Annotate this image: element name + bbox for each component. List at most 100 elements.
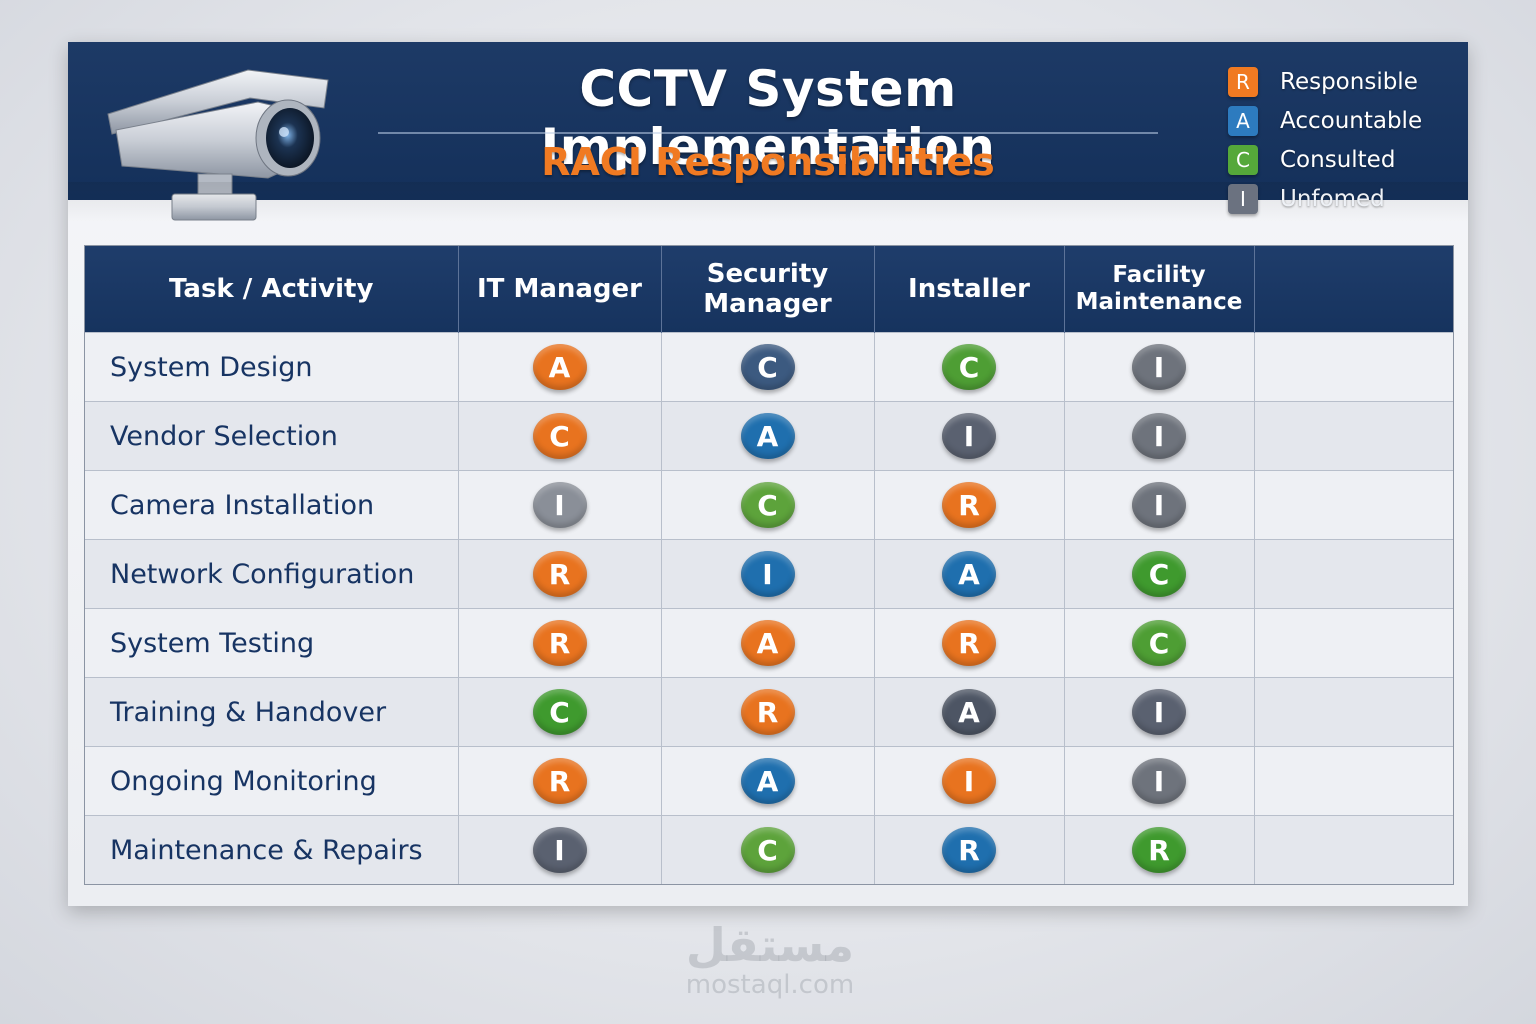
raci-badge: I bbox=[942, 413, 996, 460]
raci-badge: C bbox=[740, 344, 795, 390]
legend-item-informed: I Unfomed bbox=[1228, 179, 1458, 218]
table-row: Ongoing Monitoring R A I I bbox=[85, 746, 1453, 816]
raci-table-body: System Design A C C I Vendor Selection C A I I Cam… bbox=[85, 331, 1453, 884]
column-header-task: Task / Activity bbox=[85, 246, 459, 333]
raci-cell: C bbox=[1064, 539, 1255, 609]
raci-cell: R bbox=[874, 608, 1065, 678]
raci-badge: A bbox=[942, 551, 996, 598]
raci-cell: I bbox=[1064, 331, 1255, 402]
legend-label: Responsible bbox=[1280, 68, 1418, 95]
legend-chip: C bbox=[1228, 144, 1258, 175]
raci-badge: C bbox=[740, 482, 795, 529]
watermark-arabic: مستقل bbox=[685, 918, 855, 972]
raci-cell: R bbox=[874, 470, 1065, 540]
raci-cell bbox=[1254, 815, 1453, 884]
raci-cell: C bbox=[874, 331, 1065, 402]
raci-cell: C bbox=[661, 470, 875, 540]
raci-cell: C bbox=[661, 815, 875, 884]
title-divider bbox=[378, 132, 1158, 134]
column-header-empty bbox=[1254, 246, 1453, 333]
table-row: Vendor Selection C A I I bbox=[85, 401, 1453, 471]
raci-badge: R bbox=[532, 758, 587, 805]
raci-cell: C bbox=[661, 331, 875, 402]
raci-badge: R bbox=[942, 620, 996, 667]
raci-badge: A bbox=[740, 413, 795, 460]
raci-badge: R bbox=[532, 551, 587, 598]
table-row: Training & Handover C R A I bbox=[85, 677, 1453, 747]
raci-cell: C bbox=[1064, 608, 1255, 678]
raci-badge: A bbox=[740, 620, 795, 667]
raci-badge: C bbox=[532, 413, 587, 460]
column-header-it-manager: IT Manager bbox=[458, 246, 662, 333]
raci-table-container: Task / Activity IT Manager Security Mana… bbox=[84, 245, 1454, 885]
cctv-camera-icon bbox=[107, 69, 329, 221]
legend-chip: I bbox=[1228, 183, 1258, 214]
legend-item-accountable: A Accountable bbox=[1228, 101, 1458, 140]
table-row: Network Configuration R I A C bbox=[85, 539, 1453, 609]
task-cell: Ongoing Monitoring bbox=[85, 746, 459, 816]
raci-badge: A bbox=[532, 344, 587, 390]
raci-badge: C bbox=[942, 344, 996, 390]
raci-cell: R bbox=[1064, 815, 1255, 884]
raci-cell bbox=[1254, 539, 1453, 609]
table-header-row: Task / Activity IT Manager Security Mana… bbox=[85, 246, 1453, 333]
raci-badge: R bbox=[740, 689, 795, 736]
raci-badge: I bbox=[532, 482, 587, 529]
task-cell: Maintenance & Repairs bbox=[85, 815, 459, 884]
raci-badge: C bbox=[1132, 620, 1186, 667]
table-row: Maintenance & Repairs I C R R bbox=[85, 815, 1453, 884]
table-row: Camera Installation I C R I bbox=[85, 470, 1453, 540]
legend-item-responsible: R Responsible bbox=[1228, 62, 1458, 101]
watermark-domain: mostaql.com bbox=[685, 970, 855, 1000]
raci-cell: A bbox=[874, 539, 1065, 609]
raci-badge: C bbox=[740, 827, 795, 874]
raci-badge: I bbox=[1132, 689, 1186, 736]
column-header-facility-maintenance: Facility Maintenance bbox=[1064, 246, 1255, 333]
raci-cell: R bbox=[458, 539, 662, 609]
raci-badge: R bbox=[1132, 827, 1186, 874]
raci-cell: R bbox=[458, 608, 662, 678]
legend-item-consulted: C Consulted bbox=[1228, 140, 1458, 179]
raci-badge: C bbox=[1132, 551, 1186, 598]
raci-cell: C bbox=[458, 677, 662, 747]
task-cell: Vendor Selection bbox=[85, 401, 459, 471]
raci-cell: R bbox=[661, 677, 875, 747]
raci-cell: I bbox=[661, 539, 875, 609]
column-header-security-manager: Security Manager bbox=[661, 246, 875, 333]
raci-cell: C bbox=[458, 401, 662, 471]
raci-badge: A bbox=[942, 689, 996, 736]
raci-badge: I bbox=[1132, 344, 1186, 390]
raci-cell: R bbox=[458, 746, 662, 816]
raci-cell: A bbox=[874, 677, 1065, 747]
page-subtitle: RACI Responsibilities bbox=[541, 140, 995, 184]
raci-cell: I bbox=[874, 746, 1065, 816]
raci-badge: I bbox=[532, 827, 587, 874]
table-row: System Design A C C I bbox=[85, 331, 1453, 402]
raci-legend: R Responsible A Accountable C Consulted … bbox=[1228, 62, 1458, 218]
task-cell: System Design bbox=[85, 331, 459, 402]
raci-badge: C bbox=[532, 689, 587, 736]
legend-chip: R bbox=[1228, 66, 1258, 97]
page-title: CCTV System Implementation bbox=[540, 60, 996, 176]
raci-cell: I bbox=[458, 815, 662, 884]
raci-badge: I bbox=[1132, 413, 1186, 460]
raci-cell: A bbox=[661, 746, 875, 816]
raci-badge: A bbox=[740, 758, 795, 805]
raci-cell: I bbox=[1064, 677, 1255, 747]
task-cell: Network Configuration bbox=[85, 539, 459, 609]
raci-table: Task / Activity IT Manager Security Mana… bbox=[85, 246, 1453, 884]
raci-cell: I bbox=[1064, 401, 1255, 471]
watermark: مستقل mostaql.com bbox=[620, 920, 920, 1000]
raci-badge: I bbox=[1132, 758, 1186, 805]
raci-cell bbox=[1254, 401, 1453, 471]
raci-cell: A bbox=[661, 401, 875, 471]
raci-cell bbox=[1254, 677, 1453, 747]
raci-cell: I bbox=[874, 401, 1065, 471]
legend-label: Unfomed bbox=[1280, 185, 1385, 212]
task-cell: Camera Installation bbox=[85, 470, 459, 540]
raci-cell: A bbox=[458, 331, 662, 402]
raci-badge: R bbox=[942, 482, 996, 529]
raci-cell bbox=[1254, 608, 1453, 678]
raci-cell: R bbox=[874, 815, 1065, 884]
raci-badge: I bbox=[1132, 482, 1186, 529]
